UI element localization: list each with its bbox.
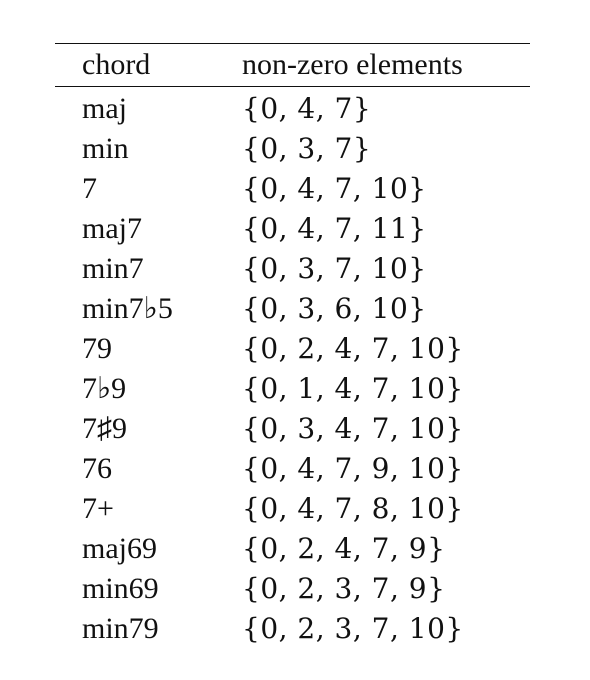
chord-elements: {0, 2, 4, 7, 9} xyxy=(242,532,446,565)
table-row: 7♭9 {0, 1, 4, 7, 10} xyxy=(55,369,530,409)
table-row: min7♭5 {0, 3, 6, 10} xyxy=(55,289,530,329)
table-body: maj {0, 4, 7} min {0, 3, 7} 7 {0, 4, 7, … xyxy=(55,87,530,649)
table-header-row: chord non-zero elements xyxy=(55,44,530,86)
chord-name: min xyxy=(82,132,129,165)
chord-name: 7 xyxy=(82,172,97,205)
table-row: min7 {0, 3, 7, 10} xyxy=(55,249,530,289)
chord-table: chord non-zero elements maj {0, 4, 7} mi… xyxy=(55,43,530,649)
chord-name: min7 xyxy=(82,252,144,285)
chord-elements: {0, 4, 7, 8, 10} xyxy=(242,492,464,525)
table-row: maj {0, 4, 7} xyxy=(55,89,530,129)
header-rule xyxy=(55,86,530,87)
chord-name: 7♭9 xyxy=(82,372,127,405)
header-chord: chord xyxy=(82,48,151,81)
table-row: min69 {0, 2, 3, 7, 9} xyxy=(55,569,530,609)
chord-name: 7♯9 xyxy=(82,412,127,445)
chord-name: min79 xyxy=(82,612,159,645)
chord-name: maj xyxy=(82,92,127,125)
chord-elements: {0, 3, 7} xyxy=(242,132,372,165)
table-row: 7 {0, 4, 7, 10} xyxy=(55,169,530,209)
chord-name: maj69 xyxy=(82,532,157,565)
table-row: maj7 {0, 4, 7, 11} xyxy=(55,209,530,249)
chord-elements: {0, 4, 7} xyxy=(242,92,372,125)
chord-name: min7♭5 xyxy=(82,292,173,325)
table-row: 76 {0, 4, 7, 9, 10} xyxy=(55,449,530,489)
chord-name: 79 xyxy=(82,332,112,365)
chord-name: 7+ xyxy=(82,492,114,525)
chord-elements: {0, 2, 4, 7, 10} xyxy=(242,332,464,365)
chord-name: min69 xyxy=(82,572,159,605)
table-row: maj69 {0, 2, 4, 7, 9} xyxy=(55,529,530,569)
chord-elements: {0, 4, 7, 10} xyxy=(242,172,427,205)
chord-elements: {0, 4, 7, 11} xyxy=(242,212,427,245)
chord-name: 76 xyxy=(82,452,112,485)
chord-elements: {0, 2, 3, 7, 9} xyxy=(242,572,446,605)
chord-elements: {0, 3, 4, 7, 10} xyxy=(242,412,464,445)
header-elements: non-zero elements xyxy=(242,48,463,81)
table-row: 7♯9 {0, 3, 4, 7, 10} xyxy=(55,409,530,449)
chord-elements: {0, 2, 3, 7, 10} xyxy=(242,612,464,645)
chord-elements: {0, 4, 7, 9, 10} xyxy=(242,452,464,485)
chord-elements: {0, 3, 7, 10} xyxy=(242,252,427,285)
table-row: min79 {0, 2, 3, 7, 10} xyxy=(55,609,530,649)
table-row: 7+ {0, 4, 7, 8, 10} xyxy=(55,489,530,529)
table-row: 79 {0, 2, 4, 7, 10} xyxy=(55,329,530,369)
top-rule xyxy=(55,43,530,44)
table-row: min {0, 3, 7} xyxy=(55,129,530,169)
chord-elements: {0, 3, 6, 10} xyxy=(242,292,427,325)
chord-elements: {0, 1, 4, 7, 10} xyxy=(242,372,464,405)
chord-name: maj7 xyxy=(82,212,142,245)
